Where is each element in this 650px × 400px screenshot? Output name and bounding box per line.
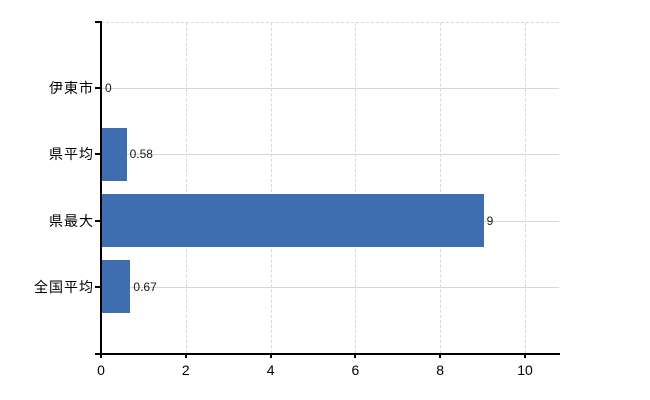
category-label: 全国平均: [34, 278, 94, 295]
x-axis-line: [95, 353, 560, 355]
y-axis-top-tick: [95, 21, 101, 23]
x-gridline: [270, 23, 272, 353]
y-axis-line: [100, 21, 102, 354]
x-tick-label: 8: [436, 362, 445, 378]
x-tick: [524, 353, 526, 358]
y-gridline: [101, 286, 559, 288]
value-label: 0.58: [129, 147, 153, 162]
x-tick: [354, 353, 357, 358]
bar: [102, 194, 484, 248]
x-tick-label: 2: [181, 362, 190, 378]
x-gridline: [355, 23, 357, 353]
x-tick-label: 6: [351, 362, 360, 378]
y-tick: [95, 153, 101, 156]
x-tick-label: 0: [97, 362, 105, 378]
y-tick: [95, 285, 101, 288]
value-label: 0.67: [133, 279, 157, 294]
y-gridline: [101, 88, 559, 90]
x-tick: [100, 353, 102, 358]
category-label: 県平均: [49, 146, 94, 163]
value-label: 9: [486, 213, 494, 228]
x-tick-label: 4: [266, 362, 275, 378]
y-tick: [95, 87, 101, 90]
value-label: 0: [105, 81, 112, 96]
category-label: 県最大: [49, 212, 94, 229]
x-tick: [269, 353, 272, 358]
plot-top-border: [101, 22, 559, 23]
y-tick: [95, 219, 101, 222]
x-gridline: [185, 23, 187, 353]
bar: [102, 260, 131, 314]
x-gridline: [440, 23, 442, 353]
y-gridline: [101, 154, 559, 156]
x-gridline: [525, 23, 526, 353]
x-tick: [184, 353, 187, 358]
x-tick-label: 10: [517, 362, 533, 378]
bar: [102, 127, 127, 181]
category-label: 伊東市: [49, 80, 94, 97]
x-tick: [439, 353, 442, 358]
